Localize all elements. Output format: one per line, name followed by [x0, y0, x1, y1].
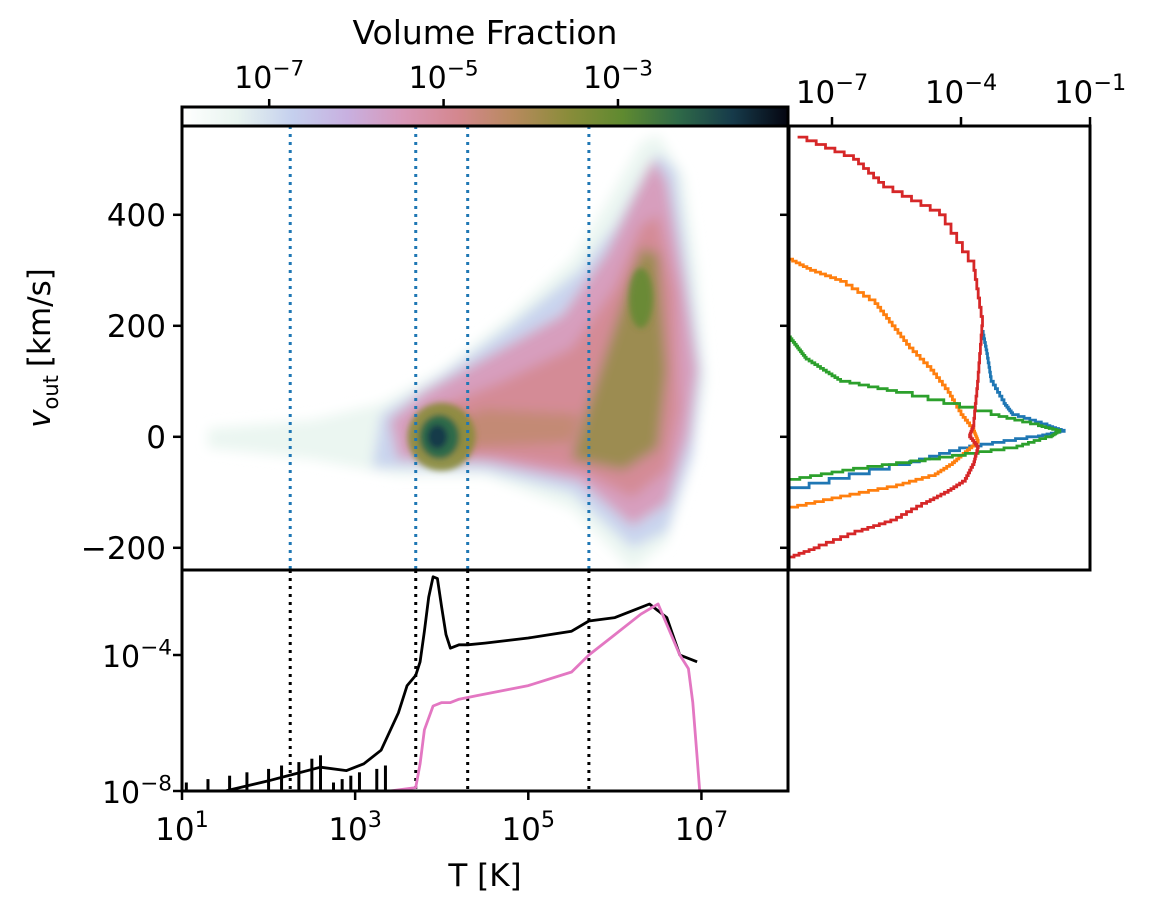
colorbar-ticks: 10−7 10−5 10−3	[234, 56, 653, 107]
right-series-line	[789, 257, 980, 509]
main-panel: 400 200 0 −200 vout[km/s]	[22, 124, 790, 572]
bottom-y-tick-label: 10−4	[102, 635, 172, 675]
main-y-tick-label: 400	[107, 198, 166, 234]
heatmap-density	[208, 134, 706, 570]
main-y-tick-label: −200	[81, 531, 166, 567]
bottom-series-line	[389, 602, 702, 791]
x-axis: 101 103 105 107	[155, 791, 728, 848]
right-series-line	[789, 330, 1066, 570]
colorbar: Volume Fraction 10−7 10−5 10−3	[180, 13, 790, 128]
bottom-series-line	[182, 575, 698, 791]
main-y-axis: 400 200 0 −200	[81, 198, 788, 567]
right-x-tick-label: 10−4	[925, 70, 997, 111]
right-curves	[789, 135, 1066, 570]
right-x-tick-label: 10−7	[796, 70, 868, 111]
main-y-tick-label: 0	[146, 420, 166, 456]
bottom-panel-frame	[180, 568, 790, 793]
heatmap-peak-inner	[427, 424, 448, 449]
colorbar-tick-label: 10−7	[234, 56, 304, 96]
reference-lines-bottom	[288, 570, 591, 791]
y-axis-label: vout[km/s]	[22, 268, 63, 428]
bottom-panel: 10−4 10−8 101 103 105 107 T [K]	[102, 568, 790, 894]
main-y-tick-label: 200	[107, 309, 166, 345]
x-tick-label: 105	[501, 807, 555, 848]
right-panel-frame	[787, 124, 1092, 572]
bottom-y-tick-label: 10−8	[102, 771, 172, 811]
colorbar-tick-label: 10−5	[409, 56, 479, 96]
reference-lines-main	[288, 126, 591, 570]
right-series-line	[789, 135, 984, 559]
colorbar-gradient	[182, 107, 788, 126]
bottom-curves	[182, 575, 702, 791]
x-tick-label: 101	[155, 807, 209, 848]
heatmap-hot-peak	[628, 268, 653, 329]
right-x-tick-label: 10−1	[1054, 70, 1126, 111]
x-axis-label: T [K]	[447, 858, 521, 894]
colorbar-tick-label: 10−3	[583, 56, 653, 96]
heatmap-warm-core	[441, 409, 581, 448]
x-tick-label: 107	[675, 807, 729, 848]
right-panel: 10−7 10−4 10−1	[787, 70, 1126, 572]
x-tick-label: 103	[328, 807, 382, 848]
right-x-axis: 10−7 10−4 10−1	[796, 70, 1126, 126]
right-series-line	[789, 335, 1062, 482]
bottom-y-axis: 10−4 10−8	[102, 635, 182, 811]
colorbar-label: Volume Fraction	[353, 13, 618, 52]
